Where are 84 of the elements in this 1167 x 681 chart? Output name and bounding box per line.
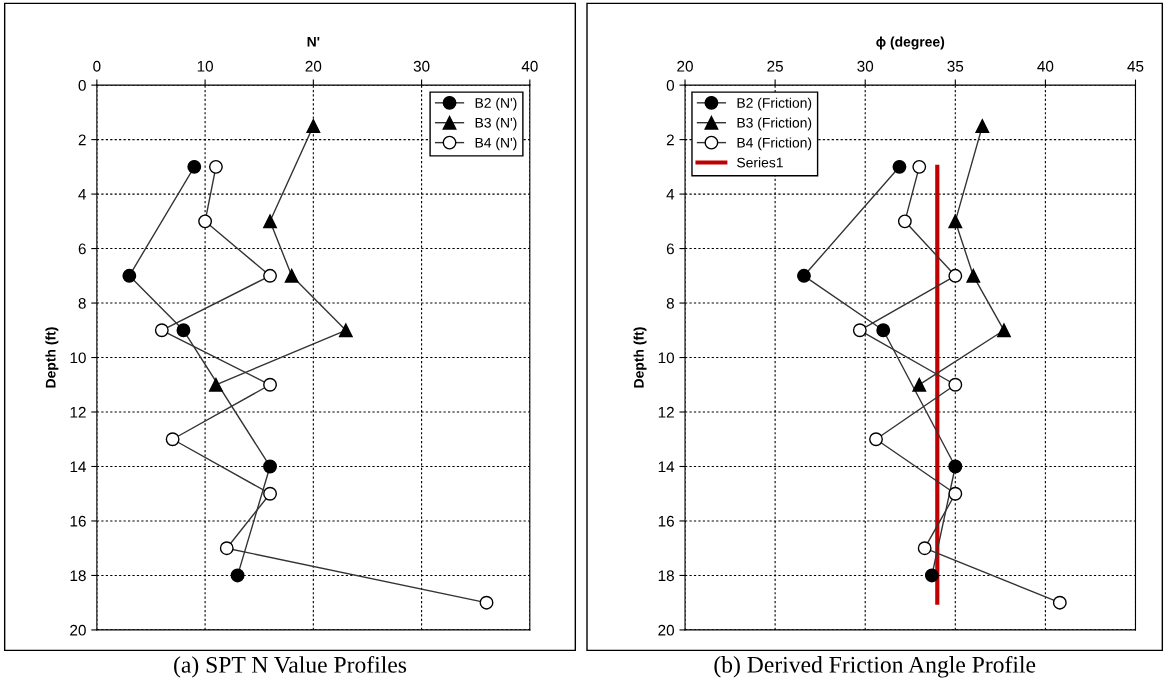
point [917,541,932,556]
y-tick-label: 12 [658,406,674,418]
x-tick-label: 30 [413,60,430,72]
legend-label: B2 (N') [475,97,517,111]
x-tick-label: 35 [947,60,964,72]
point [852,323,867,338]
x-axis-title: ϕ (degree) [876,36,945,50]
point [924,568,939,583]
point [230,568,245,583]
point [208,377,223,392]
y-tick-label: 2 [78,134,86,146]
point [165,432,180,447]
y-tick-label: 14 [70,461,86,473]
text: (a) SPT N Value Profiles [174,655,407,678]
point [966,268,981,283]
point [187,159,202,174]
point [975,119,990,133]
y-tick-label: 14 [658,461,675,473]
y-axis-title: Depth (ft) [633,327,647,388]
x-tick-label: 40 [1037,60,1054,72]
y-tick-label: 4 [78,189,86,200]
point [154,323,169,338]
y-tick-label: 8 [666,297,674,309]
x-tick-label: 30 [857,60,874,72]
y-tick-label: 18 [658,570,674,582]
y-tick-label: 16 [70,515,86,527]
y-tick-label: 2 [666,134,674,146]
point [897,214,912,229]
point [948,459,963,474]
y-tick-label: 4 [666,189,675,200]
y-tick-label: 8 [78,297,86,309]
point [219,541,234,556]
x-axis-title: N' [307,37,320,47]
point [948,486,963,501]
legend-label: B2 (Friction) [737,97,812,111]
y-axis-title: Depth (ft) [45,327,59,388]
y-tick-label: 18 [70,570,86,582]
point [208,159,223,174]
x-tick-label: 10 [197,60,213,72]
y-tick-label: 6 [666,243,674,255]
point [263,377,277,392]
point [948,377,963,392]
point [912,159,927,174]
legend-label: B3 (Friction) [737,117,812,131]
point [263,486,277,501]
point [869,432,883,447]
y-tick-label: 20 [658,624,675,636]
legend-label: B3 (N') [475,117,517,131]
point [997,323,1011,338]
x-tick-label: 0 [93,60,101,72]
y-tick-label: 10 [658,352,675,364]
legend-label: B4 (N') [475,137,517,151]
y-tick-label: 6 [78,243,86,255]
point [122,268,137,283]
y-tick-label: 0 [78,79,86,91]
legend-label: B4 (Friction) [737,137,812,151]
point [176,323,191,338]
point [948,214,963,229]
point [263,459,277,474]
point [338,323,353,338]
y-tick-label: 12 [70,406,86,418]
point [912,377,927,392]
y-tick-label: 16 [658,515,674,527]
y-tick-label: 20 [70,624,86,636]
y-tick-label: 0 [666,79,675,91]
x-tick-label: 45 [1127,61,1144,72]
x-tick-label: 25 [767,60,783,72]
x-tick-label: 20 [305,60,322,72]
point [1052,595,1067,610]
point [876,323,891,338]
point [948,268,963,283]
point [479,595,494,610]
x-tick-label: 40 [521,60,538,72]
y-tick-label: 10 [70,352,86,364]
point [263,214,277,229]
x-tick-label: 20 [677,60,693,72]
point [306,119,321,133]
point [797,268,811,283]
point [892,159,907,174]
legend-label: Series1 [737,157,783,168]
text: (b) Derived Friction Angle Profile [714,655,1036,678]
point [198,214,213,229]
point [284,268,299,283]
point [263,268,277,283]
